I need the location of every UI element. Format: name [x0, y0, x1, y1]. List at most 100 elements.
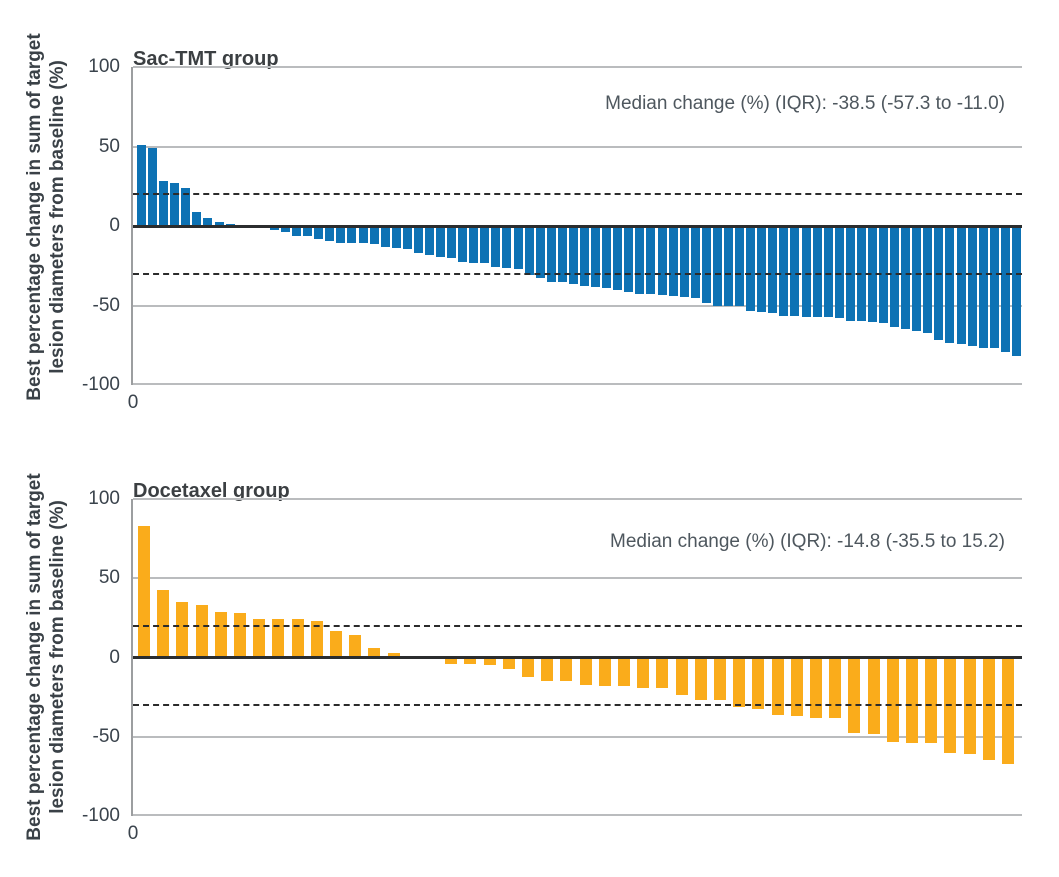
bar — [426, 657, 438, 660]
median-annotation: Median change (%) (IQR): -38.5 (-57.3 to… — [605, 93, 1005, 114]
bar — [176, 602, 189, 658]
bar — [890, 226, 900, 327]
bar — [303, 226, 313, 236]
bar — [723, 226, 733, 307]
bar — [203, 218, 213, 226]
bar — [560, 657, 573, 682]
bar — [757, 226, 767, 312]
bar — [779, 226, 789, 316]
bar — [292, 226, 302, 236]
bar — [491, 226, 501, 267]
bar — [413, 226, 423, 254]
bar — [436, 226, 446, 257]
bar — [989, 226, 999, 349]
bar — [269, 226, 279, 230]
bar — [502, 657, 515, 669]
bar — [469, 226, 479, 264]
bar — [618, 657, 630, 687]
plot-area — [131, 66, 1022, 385]
y-axis-label-line2: lesion diameters from baseline (%) — [47, 60, 68, 374]
bar — [945, 226, 955, 343]
bar — [801, 226, 811, 317]
median-annotation: Median change (%) (IQR): -14.8 (-35.5 to… — [610, 531, 1005, 552]
bar — [752, 657, 765, 709]
bar — [458, 226, 468, 262]
bar — [712, 226, 722, 306]
x-origin-label: 0 — [127, 823, 139, 844]
gridline — [133, 814, 1022, 816]
bar — [812, 226, 822, 318]
bar — [637, 657, 650, 688]
bar — [675, 657, 688, 695]
bar — [856, 226, 866, 322]
gridline — [133, 735, 1022, 738]
bar — [867, 226, 877, 323]
bar — [978, 226, 988, 348]
bar — [369, 226, 379, 245]
bar — [330, 631, 342, 658]
bar — [771, 657, 784, 715]
bar — [912, 226, 922, 331]
bar — [336, 226, 346, 243]
bar — [591, 226, 601, 288]
zero-baseline — [133, 656, 1022, 659]
bar — [810, 657, 822, 718]
bar — [148, 148, 158, 226]
bar — [236, 225, 246, 227]
bar — [635, 226, 645, 295]
y-tick-label: 0 — [109, 215, 120, 236]
bar — [406, 656, 419, 658]
gridline — [133, 383, 1022, 385]
bar — [358, 226, 368, 244]
panel-title: Sac-TMT group — [133, 47, 279, 70]
bar — [310, 621, 323, 658]
bar — [524, 226, 534, 276]
bar — [834, 226, 844, 319]
bar — [214, 612, 227, 658]
bar — [253, 619, 266, 658]
bar — [934, 226, 944, 340]
y-axis-ticks: 100 50 0 -50 -100 — [0, 488, 120, 826]
bar — [325, 226, 335, 242]
bar — [906, 657, 918, 744]
bar — [886, 657, 899, 743]
y-tick-label: 0 — [109, 646, 120, 668]
zero-baseline — [133, 224, 1022, 228]
bar — [234, 613, 246, 658]
bar — [579, 657, 592, 686]
y-axis-label: Best percentage change in sum of target … — [23, 442, 71, 872]
plot-area — [131, 498, 1022, 816]
bar — [690, 226, 700, 299]
y-tick-label: 100 — [88, 488, 120, 509]
bar — [513, 226, 523, 269]
bar — [845, 226, 855, 321]
bar — [733, 657, 746, 707]
y-tick-label: 100 — [88, 56, 120, 77]
bar — [272, 619, 285, 658]
bar — [464, 657, 477, 664]
bar — [768, 226, 778, 314]
bar — [714, 657, 726, 701]
bar — [502, 226, 512, 269]
bar — [867, 657, 880, 734]
bar — [170, 183, 180, 226]
bar — [280, 226, 290, 232]
y-axis-line — [131, 499, 133, 816]
bar — [387, 652, 400, 658]
bar — [380, 226, 390, 247]
bar — [956, 226, 966, 345]
bar — [735, 226, 745, 307]
bar — [195, 605, 208, 658]
bar — [925, 657, 938, 744]
reference-dashed-line — [133, 624, 1022, 627]
bar — [291, 619, 304, 658]
y-axis-label: Best percentage change in sum of target … — [23, 2, 71, 432]
bar — [557, 226, 567, 283]
bar — [829, 657, 842, 718]
bar — [445, 657, 458, 664]
bar — [879, 226, 889, 323]
bar — [598, 657, 611, 687]
bar — [483, 657, 496, 666]
bar — [258, 226, 268, 228]
bar — [624, 226, 634, 292]
